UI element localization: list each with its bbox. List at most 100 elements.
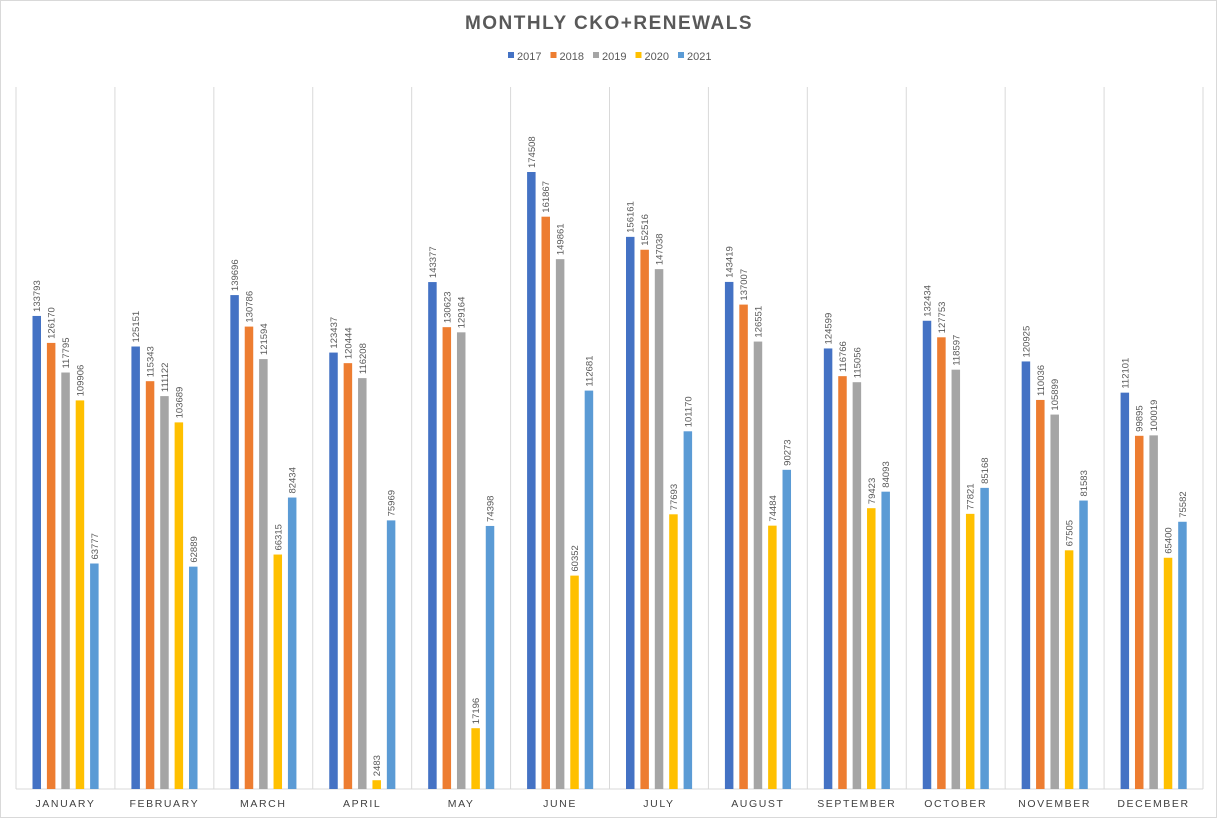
data-label-may-2019: 129164: [457, 297, 468, 329]
data-label-june-2019: 149861: [556, 223, 567, 255]
category-label-july: JULY: [643, 798, 674, 810]
data-label-may-2017: 143377: [428, 246, 439, 278]
data-label-november-2020: 67505: [1065, 520, 1076, 546]
data-label-april-2021: 75969: [387, 490, 398, 516]
category-label-august: AUGUST: [731, 798, 784, 810]
category-label-october: OCTOBER: [924, 798, 987, 810]
category-label-may: MAY: [448, 798, 475, 810]
data-label-may-2021: 74398: [486, 496, 497, 522]
bar-november-2017: [1021, 361, 1031, 789]
data-label-august-2018: 137007: [739, 269, 750, 301]
bar-april-2019: [358, 378, 367, 789]
bar-january-2018: [46, 342, 56, 789]
category-label-january: JANUARY: [35, 798, 95, 810]
bar-may-2017: [428, 282, 437, 789]
bars: [32, 172, 1187, 790]
bar-april-2017: [329, 352, 338, 789]
bar-september-2018: [838, 376, 847, 789]
bar-july-2017: [626, 236, 635, 789]
data-label-september-2018: 116766: [838, 341, 849, 372]
data-label-january-2018: 126170: [47, 307, 58, 339]
data-label-february-2017: 125151: [131, 311, 142, 343]
bar-may-2021: [485, 525, 495, 789]
data-label-september-2020: 79423: [867, 478, 878, 504]
data-label-october-2019: 118597: [951, 335, 962, 366]
data-label-september-2021: 84093: [881, 461, 892, 487]
data-label-december-2020: 65400: [1164, 527, 1175, 553]
bar-october-2020: [965, 513, 975, 789]
data-label-march-2019: 121594: [259, 323, 270, 355]
category-label-june: JUNE: [543, 798, 577, 810]
data-label-june-2017: 174508: [527, 136, 538, 168]
bar-february-2019: [160, 396, 169, 789]
bar-april-2020: [372, 780, 381, 789]
bar-november-2019: [1050, 414, 1059, 789]
bar-august-2021: [782, 469, 792, 789]
data-label-october-2021: 85168: [980, 457, 991, 483]
bar-july-2020: [669, 514, 678, 789]
bar-december-2018: [1134, 435, 1144, 789]
data-label-march-2020: 66315: [273, 524, 284, 550]
bar-march-2021: [287, 497, 297, 789]
bar-january-2017: [32, 315, 41, 789]
bar-march-2018: [244, 326, 254, 789]
bar-august-2018: [739, 304, 748, 789]
bar-june-2017: [527, 172, 536, 789]
bar-july-2021: [683, 431, 693, 789]
data-label-august-2019: 126551: [753, 306, 764, 338]
legend-label-2017: 2017: [517, 51, 541, 63]
data-label-november-2019: 105899: [1050, 379, 1061, 411]
legend-label-2018: 2018: [560, 51, 584, 63]
bar-august-2020: [768, 525, 777, 789]
bar-march-2017: [230, 295, 239, 789]
category-labels: JANUARY FEBRUARY MARCH APRIL MAY JUNE JULY AUGU…: [35, 798, 1188, 810]
category-label-february: FEBRUARY: [129, 798, 199, 810]
chart-title: MONTHLY CKO+RENEWALS: [465, 13, 753, 34]
data-label-may-2020: 17196: [471, 698, 482, 724]
data-label-november-2021: 81583: [1079, 470, 1090, 496]
bar-june-2021: [584, 390, 594, 789]
data-label-july-2019: 147038: [655, 233, 666, 265]
data-label-december-2019: 100019: [1149, 400, 1160, 432]
category-label-november: NOVEMBER: [1018, 798, 1091, 810]
data-label-april-2019: 116208: [358, 343, 369, 374]
legend-label-2019: 2019: [602, 51, 626, 63]
data-label-june-2021: 112681: [584, 356, 595, 387]
data-label-august-2017: 143419: [725, 246, 736, 278]
data-label-november-2018: 110036: [1036, 365, 1047, 396]
data-label-february-2020: 103689: [174, 387, 185, 419]
bar-march-2019: [259, 359, 268, 789]
bar-december-2021: [1178, 521, 1187, 789]
bar-august-2017: [724, 281, 734, 789]
legend-swatch-2017: [508, 52, 514, 58]
data-label-may-2018: 130623: [442, 291, 453, 323]
bar-may-2019: [456, 332, 466, 789]
category-label-april: APRIL: [343, 798, 381, 810]
bar-november-2020: [1064, 550, 1074, 789]
data-label-march-2021: 82434: [288, 467, 299, 493]
category-dividers: [15, 87, 1204, 790]
bar-february-2020: [174, 422, 184, 789]
bar-july-2018: [640, 249, 649, 790]
data-label-january-2019: 117795: [61, 338, 72, 369]
data-label-march-2017: 139696: [230, 259, 241, 291]
bar-august-2019: [753, 341, 763, 789]
bar-september-2019: [852, 382, 862, 789]
bar-april-2021: [386, 520, 396, 789]
data-label-november-2017: 120925: [1021, 326, 1032, 358]
bar-april-2018: [343, 363, 353, 789]
bar-december-2020: [1163, 557, 1173, 789]
bar-june-2018: [541, 216, 550, 789]
data-label-february-2019: 111122: [160, 363, 171, 393]
data-label-february-2018: 115343: [146, 346, 157, 377]
bar-october-2019: [951, 369, 961, 789]
bar-september-2021: [881, 491, 890, 789]
data-label-july-2020: 77693: [669, 484, 680, 510]
legend-swatch-2018: [550, 52, 557, 58]
data-label-august-2020: 74484: [768, 495, 779, 521]
bar-february-2017: [131, 346, 140, 789]
data-label-december-2021: 75582: [1178, 491, 1189, 517]
